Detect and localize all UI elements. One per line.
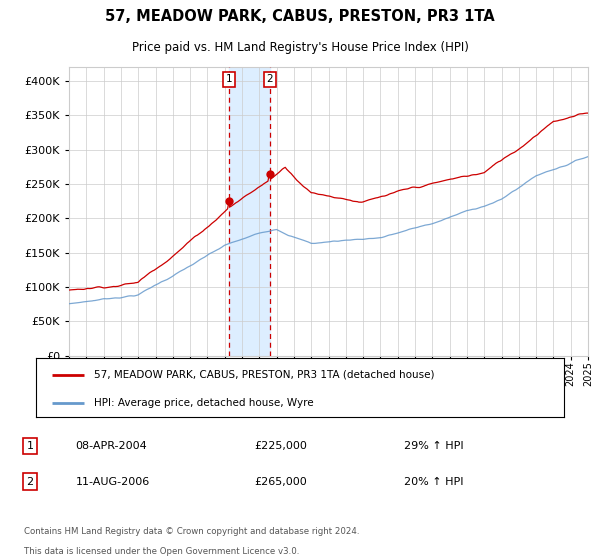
Text: 2: 2 xyxy=(26,477,34,487)
Text: £225,000: £225,000 xyxy=(254,441,307,451)
Text: 57, MEADOW PARK, CABUS, PRESTON, PR3 1TA (detached house): 57, MEADOW PARK, CABUS, PRESTON, PR3 1TA… xyxy=(94,370,434,380)
Bar xyxy=(229,67,269,356)
Text: Contains HM Land Registry data © Crown copyright and database right 2024.: Contains HM Land Registry data © Crown c… xyxy=(23,528,359,536)
Text: 1: 1 xyxy=(26,441,34,451)
Text: 57, MEADOW PARK, CABUS, PRESTON, PR3 1TA: 57, MEADOW PARK, CABUS, PRESTON, PR3 1TA xyxy=(105,9,495,24)
Text: 2: 2 xyxy=(266,74,273,85)
Text: This data is licensed under the Open Government Licence v3.0.: This data is licensed under the Open Gov… xyxy=(23,547,299,556)
Text: 1: 1 xyxy=(226,74,232,85)
Text: Price paid vs. HM Land Registry's House Price Index (HPI): Price paid vs. HM Land Registry's House … xyxy=(131,41,469,54)
Text: 20% ↑ HPI: 20% ↑ HPI xyxy=(404,477,463,487)
Text: 29% ↑ HPI: 29% ↑ HPI xyxy=(404,441,463,451)
Text: 08-APR-2004: 08-APR-2004 xyxy=(76,441,147,451)
Text: £265,000: £265,000 xyxy=(254,477,307,487)
Text: HPI: Average price, detached house, Wyre: HPI: Average price, detached house, Wyre xyxy=(94,398,314,408)
Text: 11-AUG-2006: 11-AUG-2006 xyxy=(76,477,149,487)
